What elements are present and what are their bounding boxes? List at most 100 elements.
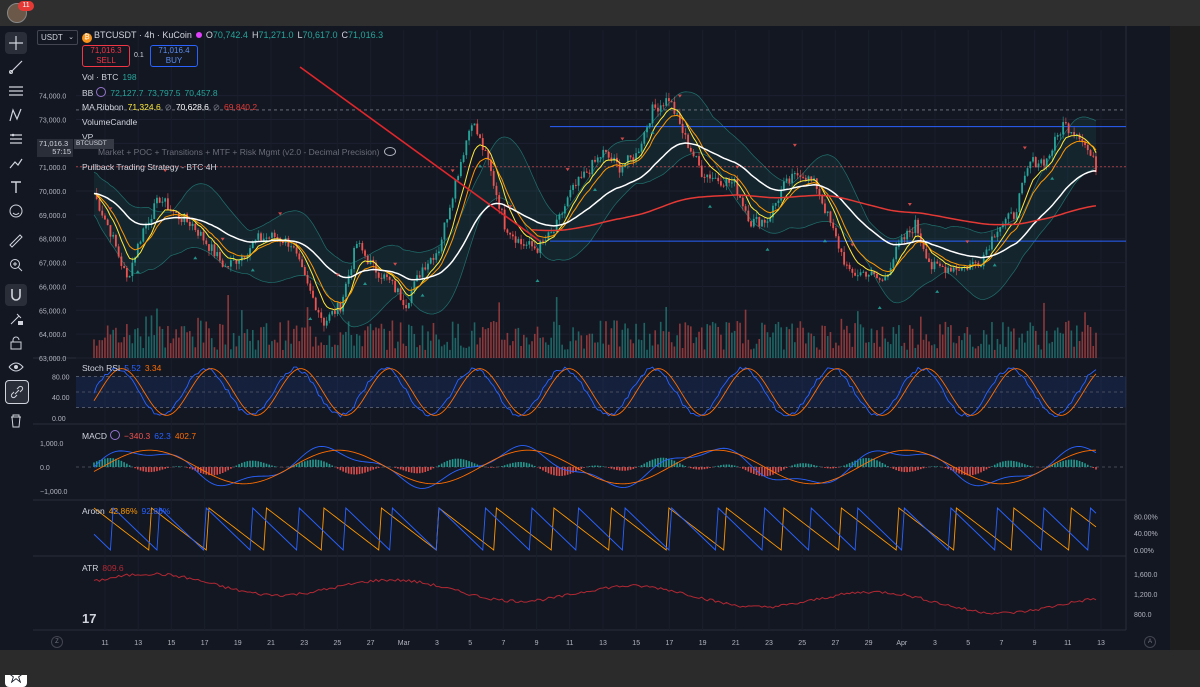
- candle-body: [1043, 159, 1045, 165]
- volume-bar: [559, 325, 561, 358]
- legend-market[interactable]: Market + POC + Transitions + MTF + Risk …: [98, 147, 396, 157]
- macd-histogram-bar: [1029, 466, 1031, 467]
- time-axis-label: 13: [134, 640, 142, 647]
- macd-histogram-bar: [1068, 460, 1070, 467]
- volume-bar: [553, 322, 555, 358]
- time-axis-label: 29: [865, 640, 873, 647]
- stoch-axis-label: 80.00: [52, 374, 70, 381]
- volume-bar: [375, 327, 377, 358]
- macd-histogram-bar: [969, 467, 971, 475]
- volume-bar: [227, 295, 229, 358]
- volume-bar: [145, 316, 147, 358]
- macd-histogram-bar: [244, 462, 246, 467]
- scroll-left-icon[interactable]: Z: [51, 636, 63, 648]
- volume-bar: [920, 317, 922, 358]
- volume-bar: [652, 346, 654, 358]
- auto-scale-icon[interactable]: A: [1144, 636, 1156, 648]
- candle-body: [277, 237, 279, 238]
- macd-histogram-bar: [372, 467, 374, 470]
- volume-bar: [400, 322, 402, 358]
- volume-bar: [159, 326, 161, 358]
- macd-histogram-bar: [915, 467, 917, 471]
- candle-body: [641, 144, 643, 152]
- legend-volumecandle[interactable]: VolumeCandle: [82, 117, 137, 127]
- macd-histogram-bar: [148, 467, 150, 472]
- candle-body: [1065, 122, 1067, 123]
- candle-body: [367, 256, 369, 264]
- volume-bar: [545, 342, 547, 358]
- volume-bar: [238, 336, 240, 358]
- macd-histogram-bar: [504, 465, 506, 467]
- macd-histogram-bar: [312, 460, 314, 467]
- candle-body: [520, 239, 522, 244]
- candle-body: [914, 220, 916, 233]
- time-axis-label: 7: [999, 640, 1003, 647]
- volume-bar: [739, 323, 741, 358]
- volume-bar: [805, 343, 807, 358]
- macd-histogram-bar: [624, 467, 626, 471]
- candle-body: [832, 223, 834, 229]
- candle-body: [830, 211, 832, 222]
- candle-body: [542, 241, 544, 242]
- volume-bar: [1060, 333, 1062, 358]
- volume-bar: [594, 343, 596, 358]
- volume-bar: [731, 333, 733, 358]
- candle-body: [517, 239, 519, 243]
- candle-body: [304, 267, 306, 275]
- symbol-price-tag: BTCUSDT: [74, 139, 114, 149]
- macd-histogram-bar: [367, 467, 369, 472]
- macd-histogram-bar: [556, 467, 558, 476]
- tradingview-logo[interactable]: 17: [82, 611, 96, 626]
- volume-bar: [693, 343, 695, 358]
- macd-histogram-bar: [901, 467, 903, 472]
- candle-body: [364, 250, 366, 255]
- macd-histogram-bar: [882, 463, 884, 467]
- volume-bar: [884, 338, 886, 358]
- candle-body: [821, 196, 823, 204]
- macd-histogram-bar: [419, 467, 421, 473]
- macd-histogram-bar: [1013, 461, 1015, 467]
- buy-signal-marker: [935, 290, 939, 293]
- macd-histogram-bar: [353, 467, 355, 474]
- candle-body: [589, 173, 591, 174]
- macd-histogram-bar: [455, 459, 457, 467]
- currency-select[interactable]: USDT⌄: [37, 30, 78, 45]
- macd-histogram-bar: [816, 466, 818, 467]
- visibility-icon[interactable]: [384, 147, 396, 156]
- volume-bar: [704, 349, 706, 358]
- volume-bar: [753, 349, 755, 358]
- candle-body: [1060, 134, 1062, 135]
- spread-value: 0.1: [134, 52, 144, 59]
- candle-body: [151, 219, 153, 223]
- sell-signal-marker: [793, 144, 797, 147]
- macd-histogram-bar: [471, 462, 473, 467]
- candle-body: [925, 249, 927, 258]
- candle-body: [668, 98, 670, 101]
- volume-bar: [816, 347, 818, 358]
- macd-histogram-bar: [151, 467, 153, 472]
- volume-bar: [364, 330, 366, 358]
- macd-histogram-bar: [627, 467, 629, 470]
- candle-body: [895, 247, 897, 259]
- volume-bar: [493, 321, 495, 358]
- volume-bar: [474, 322, 476, 358]
- macd-histogram-bar: [619, 467, 621, 471]
- time-axis-label: 11: [1064, 640, 1071, 647]
- macd-histogram-bar: [1008, 461, 1010, 467]
- candle-body: [561, 214, 563, 215]
- legend-pullback[interactable]: Pullback Trading Strategy - BTC 4H: [82, 162, 217, 172]
- volume-bar: [271, 341, 273, 358]
- macd-histogram-bar: [849, 463, 851, 467]
- macd-histogram-bar: [835, 467, 837, 468]
- symbol-title[interactable]: BTCUSDT · 4h · KuCoin: [94, 30, 192, 40]
- volume-bar: [164, 347, 166, 358]
